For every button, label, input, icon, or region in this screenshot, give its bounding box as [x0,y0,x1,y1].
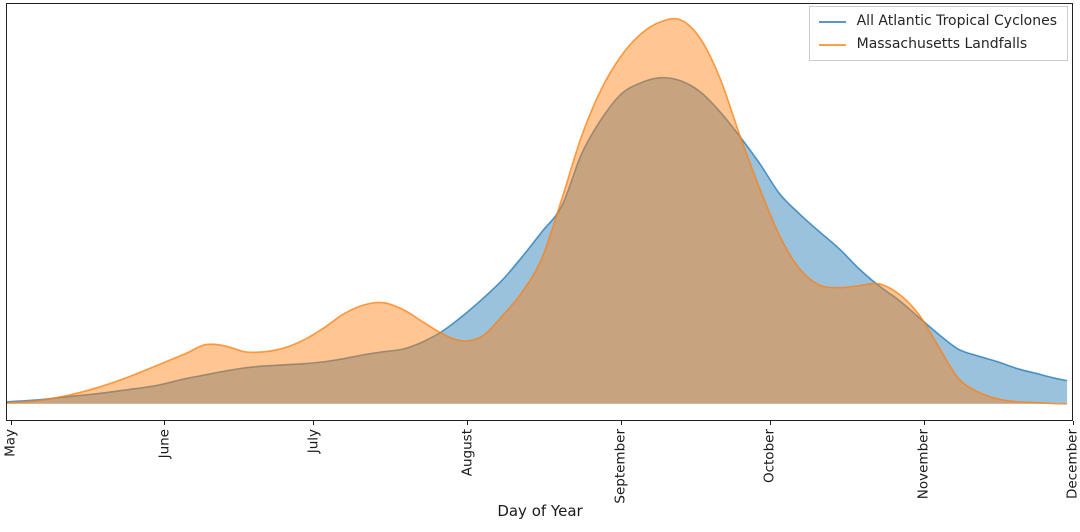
x-tick-august [467,421,468,425]
x-tick-label-august: August [459,429,475,477]
x-tick-november [923,421,925,425]
x-tick-june [164,421,166,425]
legend-line-swatch-orange [818,43,846,46]
x-tick-label-may: May [2,429,19,457]
density-line-massachusetts [7,17,1068,405]
legend-label-atlantic: All Atlantic Tropical Cyclones [856,13,1057,29]
legend-item-atlantic: All Atlantic Tropical Cyclones [818,13,1057,30]
x-tick-label-november: November [915,429,932,500]
density-line-atlantic [7,76,1068,403]
x-axis-title: Day of Year [497,502,583,520]
x-tick-july [313,421,315,425]
x-tick-october [769,421,771,425]
x-tick-label-october: October [761,429,778,484]
density-fill-massachusetts [7,18,1068,404]
density-fill-atlantic [7,77,1068,404]
x-tick-label-december: December [1064,429,1080,500]
x-tick-december [1072,421,1074,425]
legend-line-swatch-blue [818,20,846,23]
x-tick-september [620,421,622,425]
legend-item-massachusetts: Massachusetts Landfalls [818,36,1057,53]
x-tick-may [10,421,12,425]
density-curves-canvas [7,17,1068,405]
x-tick-label-september: September [612,429,629,504]
plot-area: All Atlantic Tropical Cyclones Massachus… [6,3,1073,421]
x-tick-label-june: June [156,429,173,459]
legend: All Atlantic Tropical Cyclones Massachus… [808,6,1068,61]
x-tick-label-july: July [305,429,322,454]
legend-label-massachusetts: Massachusetts Landfalls [856,36,1028,52]
